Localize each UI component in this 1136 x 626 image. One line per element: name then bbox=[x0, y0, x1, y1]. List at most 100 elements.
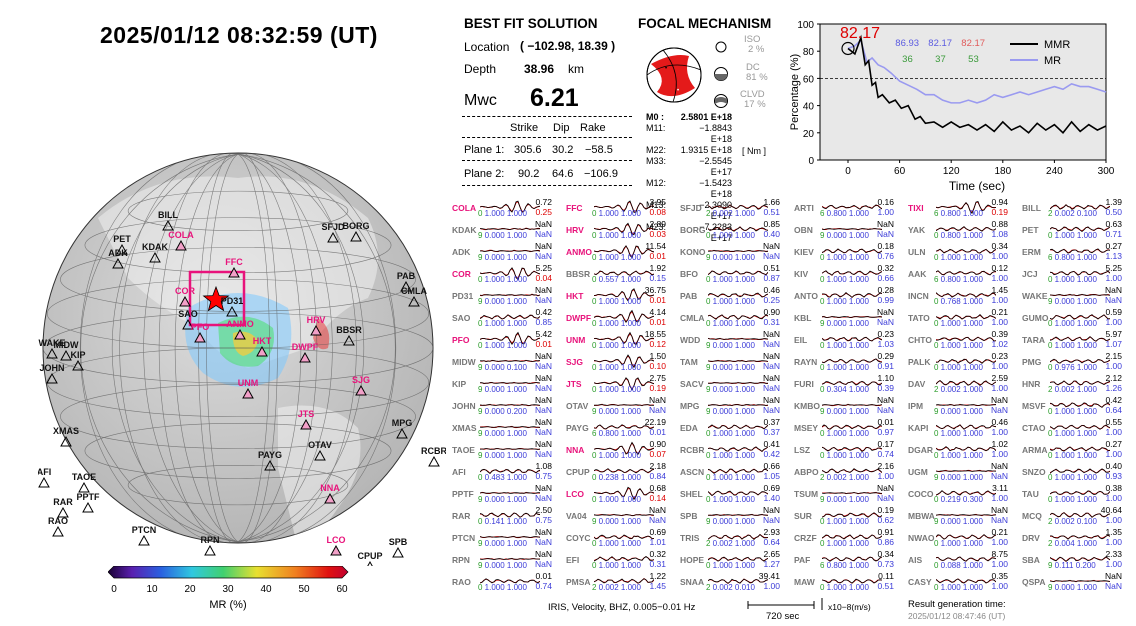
weight-number: 1.000 bbox=[826, 253, 849, 262]
waveform-cell: KIV 0.32 0.66 0 1.000 1.000 bbox=[794, 263, 908, 285]
weight-number: 1.000 bbox=[620, 583, 641, 592]
waveform-trace bbox=[594, 534, 654, 540]
colorbar-tick: 50 bbox=[298, 584, 310, 595]
weight-number: 0.000 bbox=[712, 407, 735, 416]
waveform-trace bbox=[708, 292, 768, 298]
waveform-weights: 9 0.000 1.000 bbox=[820, 407, 869, 416]
time-scale-label: 720 sec bbox=[766, 611, 800, 622]
col-dip: Dip bbox=[553, 122, 570, 134]
waveform-amp-value: 0.72 bbox=[535, 197, 552, 207]
tensor-value: 2.5801 E+18 bbox=[680, 112, 732, 122]
waveform-amp-value: 0.21 bbox=[991, 527, 1008, 537]
weight-number: 1.000 bbox=[1076, 275, 1097, 284]
waveform-weights: 2 0.002 1.000 bbox=[934, 385, 983, 394]
waveform-station: UGM bbox=[908, 467, 928, 477]
waveform-amp-value: 0.91 bbox=[877, 527, 894, 537]
waveform-cell: KBL NaN NaN 9 0.000 1.000 bbox=[794, 307, 908, 329]
colorbar-tick: 60 bbox=[336, 584, 348, 595]
weight-number: 0 bbox=[1048, 341, 1055, 350]
weight-number: 1.000 bbox=[962, 583, 983, 592]
station-label-pptf: PPTF bbox=[76, 492, 100, 502]
waveform-amp-value: 0.55 bbox=[1105, 417, 1122, 427]
waveform-amp-value: 0.59 bbox=[1105, 307, 1122, 317]
waveform-trace bbox=[936, 270, 996, 276]
weight-number: 1.000 bbox=[506, 385, 527, 394]
waveform-cell: TATO 0.21 1.00 0 1.000 1.000 bbox=[908, 307, 1022, 329]
waveform-weights: 0 1.000 1.000 bbox=[934, 253, 983, 262]
waveform-mr-value: 0.85 bbox=[535, 317, 552, 327]
weight-number: 0 bbox=[1048, 429, 1055, 438]
weight-number: 6 bbox=[1048, 253, 1055, 262]
waveform-weights: 0 1.000 1.000 bbox=[934, 319, 983, 328]
waveform-trace bbox=[1050, 336, 1110, 342]
waveform-weights: 9 0.000 0.200 bbox=[478, 407, 527, 416]
weight-number: 0.000 bbox=[826, 319, 849, 328]
waveform-mr-value: 1.00 bbox=[1105, 361, 1122, 371]
weight-number: 0 bbox=[1048, 451, 1055, 460]
weight-number: 1.000 bbox=[848, 451, 869, 460]
waveform-cell: MCQ 40.64 1.00 2 0.002 0.100 bbox=[1022, 505, 1136, 527]
waveform-cell: AAK 0.12 1.00 6 0.800 1.000 bbox=[908, 263, 1022, 285]
waveform-station: FFC bbox=[566, 203, 583, 213]
weight-number: 9 bbox=[478, 539, 485, 548]
weight-number: 1.000 bbox=[712, 561, 735, 570]
weight-number: 1.000 bbox=[848, 385, 869, 394]
waveform-cell: CTAO 0.55 1.00 0 1.000 1.000 bbox=[1022, 417, 1136, 439]
weight-number: 0.000 bbox=[712, 517, 735, 526]
waveform-station: KIEV bbox=[794, 247, 814, 257]
colorbar-tick: 30 bbox=[222, 584, 234, 595]
waveform-station: RAR bbox=[452, 511, 471, 521]
weight-number: 1.000 bbox=[598, 319, 621, 328]
weight-number: 1.000 bbox=[712, 297, 735, 306]
waveform-station: TAM bbox=[680, 357, 698, 367]
station-marker-anmo bbox=[234, 328, 246, 340]
waveform-cell: ARMA 0.27 1.00 0 1.000 1.000 bbox=[1022, 439, 1136, 461]
waveform-cell: NNA 0.90 0.07 0 1.000 1.000 bbox=[566, 439, 680, 461]
station-label-spb: SPB bbox=[389, 537, 408, 547]
waveform-weights: 0 1.000 1.000 bbox=[592, 231, 641, 240]
waveform-station: COCO bbox=[908, 489, 934, 499]
waveform-trace bbox=[1050, 579, 1110, 583]
waveform-weights: 0 1.000 1.000 bbox=[592, 319, 641, 328]
waveform-station: RAO bbox=[452, 577, 471, 587]
waveform-trace bbox=[936, 336, 996, 342]
waveform-station: TAOE bbox=[452, 445, 475, 455]
weight-number: 1.000 bbox=[734, 253, 755, 262]
waveform-trace bbox=[480, 359, 540, 363]
waveform-mr-value: 0.91 bbox=[877, 361, 894, 371]
waveform-mr-value: 1.00 bbox=[991, 251, 1008, 261]
weight-number: 1.000 bbox=[506, 209, 527, 218]
station-label-hrv: HRV bbox=[307, 315, 326, 325]
waveform-amp-value: 1.92 bbox=[649, 263, 666, 273]
weight-number: 9 bbox=[706, 363, 713, 372]
weight-number: 1.000 bbox=[826, 583, 849, 592]
weight-number: 1.000 bbox=[848, 363, 869, 372]
waveform-mr-value: 0.31 bbox=[649, 559, 666, 569]
weight-number: 1.000 bbox=[962, 539, 983, 548]
station-label-payg: PAYG bbox=[258, 450, 282, 460]
station-marker-hrv bbox=[310, 324, 322, 336]
weight-number: 1.000 bbox=[962, 297, 983, 306]
station-label-anmo: ANMO bbox=[226, 319, 254, 329]
legend-mr: MR bbox=[1044, 55, 1061, 67]
weight-number: 6 bbox=[934, 275, 941, 284]
station-marker-pab bbox=[400, 280, 412, 292]
weight-number: 1.000 bbox=[1076, 451, 1097, 460]
weight-number: 1.000 bbox=[598, 297, 621, 306]
waveform-mr-value: 0.99 bbox=[877, 295, 894, 305]
weight-number: 1.000 bbox=[962, 231, 983, 240]
waveform-station: EDA bbox=[680, 423, 698, 433]
waveform-station: MIDW bbox=[452, 357, 476, 367]
weight-number: 0.800 bbox=[826, 209, 849, 218]
waveform-weights: 0 1.000 1.000 bbox=[820, 517, 869, 526]
waveform-station: JOHN bbox=[452, 401, 476, 411]
waveform-amp-value: 0.35 bbox=[991, 571, 1008, 581]
station-label-otav: OTAV bbox=[308, 440, 332, 450]
waveform-weights: 0 1.000 1.000 bbox=[592, 539, 641, 548]
weight-number: 1.000 bbox=[598, 539, 621, 548]
waveform-cell: SHEL 0.69 1.40 0 1.000 1.000 bbox=[680, 483, 794, 505]
waveform-amp-value: NaN bbox=[534, 373, 552, 383]
waveform-weights: 0 0.800 1.000 bbox=[934, 231, 983, 240]
weight-number: 0.000 bbox=[826, 495, 849, 504]
waveform-weights: 0 1.000 1.000 bbox=[478, 275, 527, 284]
